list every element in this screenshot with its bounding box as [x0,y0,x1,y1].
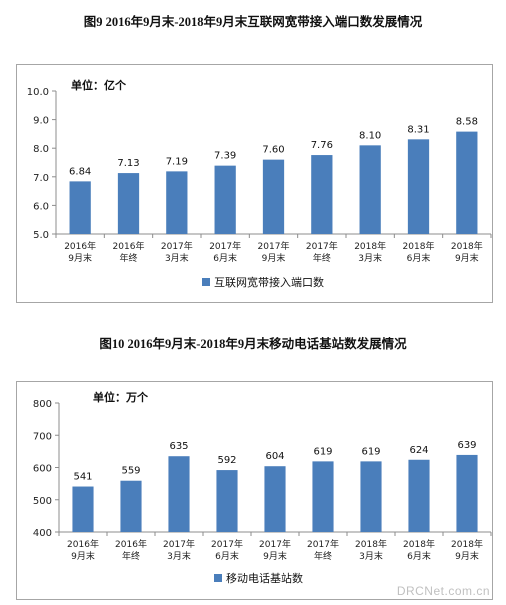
chart-10-unit-label: 单位：万个 [93,391,148,404]
chart-10-bar [120,480,142,532]
chart-9-x-tick-label: 6月末 [407,252,431,264]
chart-9-x-tick-label: 6月末 [213,252,237,264]
chart-9-data-label: 7.13 [117,158,139,169]
chart-9-bar [214,165,236,234]
chart-10-bar [408,459,430,532]
chart-10-data-label: 624 [409,445,428,456]
chart-9-y-tick-label: 7.0 [33,173,49,184]
chart-9-data-label: 7.60 [262,145,284,156]
figure-9-title: 图9 2016年9月末-2018年9月末互联网宽带接入端口数发展情况 [83,15,423,29]
chart-10-x-tick-label: 年终 [314,550,332,562]
chart-9-x-tick-label: 年终 [119,252,137,264]
chart-10-y-tick-label: 600 [33,464,52,475]
chart-9-y-tick-label: 6.0 [33,201,49,212]
chart-9-data-label: 6.84 [69,166,91,177]
chart-9-data-label: 7.76 [311,140,333,151]
chart-9-x-tick-label: 2017年 [306,240,338,252]
chart-9-x-tick-label: 2016年 [64,240,96,252]
chart-10-x-tick-label: 2017年 [211,538,243,550]
chart-9-y-tick-label: 5.0 [33,230,49,241]
chart-10-x-tick-label: 3月末 [359,550,383,562]
chart-10-x-tick-label: 6月末 [215,550,239,562]
chart-10-y-tick-label: 700 [33,431,52,442]
chart-10-y-tick-label: 800 [33,399,52,410]
chart-9-x-tick-label: 9月末 [68,252,92,264]
chart-9-x-tick-label: 2018年 [354,240,386,252]
chart-9-y-tick-label: 8.0 [33,144,49,155]
chart-9-svg: 5.06.07.08.09.010.06.842016年9月末7.132016年… [27,87,492,289]
chart-9-x-tick-label: 3月末 [165,252,189,264]
chart-9-bar [69,181,91,234]
chart-10-y-tick-label: 400 [33,528,52,539]
chart-9-bar [166,171,188,234]
chart-10-x-tick-label: 2018年 [403,538,435,550]
chart-10-x-tick-label: 年终 [122,550,140,562]
chart-9-x-tick-label: 2018年 [403,240,435,252]
chart-10-x-tick-label: 6月末 [407,550,431,562]
chart-10-legend-swatch [214,574,222,582]
chart-10-x-tick-label: 2016年 [67,538,99,550]
chart-10-x-tick-label: 2017年 [307,538,339,550]
chart-9-bar [117,173,140,234]
chart-10-x-tick-label: 9月末 [71,550,95,562]
chart-9-bar [456,131,478,234]
chart-9-bar [407,139,430,234]
chart-9-x-tick-label: 年终 [313,252,331,264]
chart-10-bar [456,454,478,532]
chart-10-x-tick-label: 2018年 [355,538,387,550]
chart-10-data-label: 541 [73,472,92,483]
chart-10-x-tick-label: 2018年 [451,538,483,550]
chart-9-frame: 单位：亿个 5.0 6.0 7.0 8.0 9.0 10.0 6.84 2016年 9月末 7.1… [16,64,493,303]
chart-10-bar [216,470,238,532]
chart-9-bar [359,145,381,234]
chart-10-data-label: 592 [217,455,236,466]
chart-9-x-tick-label: 9月末 [262,252,286,264]
chart-9-x-tick-label: 2017年 [209,240,241,252]
chart-9-data-label: 7.39 [214,151,236,162]
chart-10-x-tick-label: 2017年 [163,538,195,550]
site-watermark: DRCNet.com.cn [396,584,490,598]
chart-10-x-tick-label: 2016年 [115,538,147,550]
chart-9-legend-label: 互联网宽带接入端口数 [214,275,324,289]
chart-10-bar [264,466,286,532]
chart-9-y-tick-label: 10.0 [27,87,49,98]
chart-10-y-tick-label: 500 [33,496,52,507]
chart-9-unit-label: 单位：亿个 [71,79,126,92]
chart-9-data-label: 8.58 [456,117,478,128]
figure-10-title: 图10 2016年9月末-2018年9月末移动电话基站数发展情况 [99,337,407,351]
chart-10-bar [72,486,94,532]
chart-9-legend-swatch [202,278,210,286]
chart-10-x-tick-label: 9月末 [263,550,287,562]
chart-9-y-tick-label: 9.0 [33,116,49,127]
chart-10-x-tick-label: 9月末 [455,550,479,562]
chart-10-data-label: 604 [265,451,284,462]
chart-10-data-label: 639 [457,440,476,451]
chart-10-x-tick-label: 2017年 [259,538,291,550]
chart-10-legend-label: 移动电话基站数 [226,571,303,585]
chart-9-x-tick-label: 2017年 [161,240,193,252]
chart-10-data-label: 635 [169,441,188,452]
chart-10-data-label: 619 [361,446,380,457]
chart-9-bar [311,155,333,234]
chart-9-x-tick-label: 2018年 [451,240,483,252]
chart-10-data-label: 619 [313,446,332,457]
chart-9-data-label: 8.31 [407,124,429,135]
chart-10-svg: 4005006007008005412016年9月末5592016年年终6352… [33,399,492,585]
chart-9-bar [262,159,285,234]
chart-10-bar [168,456,190,532]
chart-10-bar [312,461,334,532]
chart-9-x-tick-label: 9月末 [455,252,479,264]
chart-10-frame: 单位：万个 400 500 600 700 800 541 2016年 9月末 559 2016年… [16,381,493,600]
chart-9-x-tick-label: 3月末 [358,252,382,264]
chart-10-bar [360,461,382,532]
chart-9-x-tick-label: 2017年 [258,240,290,252]
chart-10-x-tick-label: 3月末 [167,550,191,562]
chart-9-data-label: 8.10 [359,130,381,141]
chart-10-data-label: 559 [121,466,140,477]
chart-9-x-tick-label: 2016年 [113,240,145,252]
chart-9-data-label: 7.19 [166,156,188,167]
